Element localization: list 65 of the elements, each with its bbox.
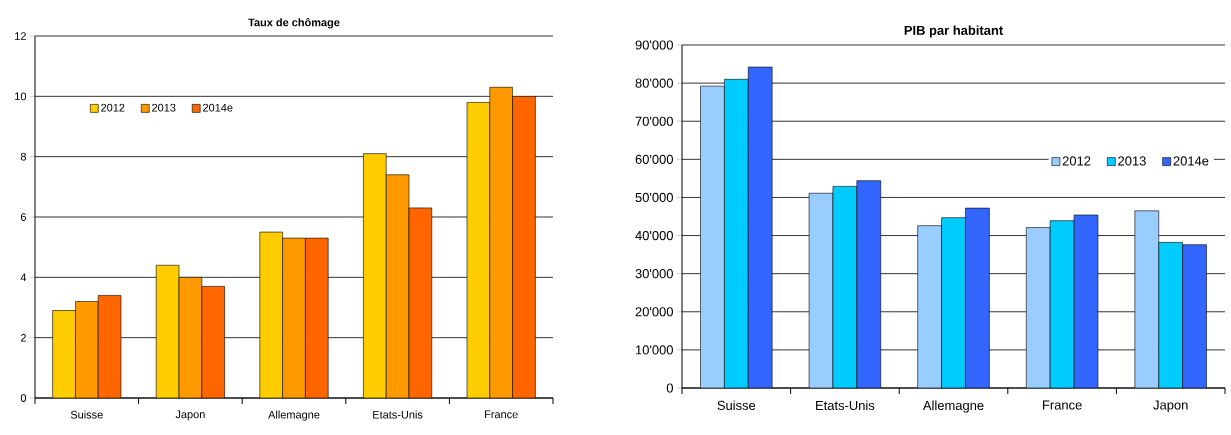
bar — [408, 207, 433, 398]
bar — [917, 225, 942, 388]
chart-title: PIB par habitant — [904, 25, 1003, 38]
bar — [1158, 242, 1183, 388]
bar — [724, 79, 749, 388]
y-tick-label: 8 — [20, 152, 26, 161]
x-tick-label: Suisse — [717, 400, 756, 411]
legend-label: 2012 — [101, 103, 125, 112]
bar — [1182, 244, 1207, 388]
bar — [512, 96, 536, 398]
legend-label: 2014e — [1173, 156, 1209, 166]
y-tick-label: 12 — [15, 32, 26, 40]
bar — [97, 295, 122, 398]
x-tick-label: France — [1043, 400, 1082, 410]
bar — [941, 217, 966, 388]
bar — [747, 66, 773, 388]
bar — [155, 264, 180, 398]
chart-title: Taux de chômage — [248, 18, 340, 29]
y-tick-label: 10'000 — [635, 345, 673, 355]
y-tick-label: 30'000 — [635, 269, 673, 279]
y-tick-label: 60'000 — [635, 154, 673, 164]
bar — [385, 174, 410, 398]
x-tick-label: Allemagne — [268, 410, 320, 421]
bar — [856, 180, 881, 388]
bar — [1073, 214, 1099, 388]
y-tick-label: 4 — [20, 273, 27, 282]
legend-label: 2013 — [152, 103, 176, 112]
bar — [466, 102, 491, 398]
x-tick-label: Japon — [1153, 400, 1188, 413]
bar — [700, 85, 725, 388]
bar — [259, 232, 283, 398]
legend-label: 2013 — [1118, 156, 1146, 166]
bar — [52, 310, 76, 398]
bar — [178, 277, 203, 398]
bar — [363, 153, 387, 398]
legend-label: 2012 — [1062, 156, 1091, 166]
bar — [965, 207, 990, 388]
bar — [305, 238, 329, 398]
bar — [489, 86, 513, 398]
bar — [1025, 227, 1051, 388]
y-tick-label: 6 — [20, 213, 26, 221]
y-tick-label: 90'000 — [635, 40, 673, 50]
x-tick-label: Etats-Unis — [816, 400, 875, 411]
bar — [832, 186, 857, 388]
bar — [809, 193, 833, 388]
x-tick-label: Allemagne — [922, 400, 984, 413]
y-tick-label: 0 — [20, 394, 27, 402]
y-tick-label: 50'000 — [635, 192, 673, 203]
bar — [75, 301, 99, 398]
y-tick-label: 80'000 — [635, 78, 673, 88]
x-tick-label: Japon — [175, 410, 205, 421]
bar — [282, 238, 306, 398]
legend-label: 2014e — [203, 103, 233, 112]
y-tick-label: 20'000 — [635, 307, 673, 317]
y-tick-label: 40'000 — [635, 230, 673, 241]
y-tick-label: 2 — [20, 333, 26, 342]
bar — [1049, 220, 1075, 388]
bar — [1134, 210, 1160, 388]
x-tick-label: Etats-Unis — [373, 410, 423, 419]
x-tick-label: France — [485, 410, 518, 419]
y-tick-label: 70'000 — [635, 116, 673, 126]
y-tick-label: 0 — [666, 383, 673, 393]
x-tick-label: Suisse — [70, 410, 103, 419]
y-tick-label: 10 — [15, 92, 27, 101]
bar — [201, 286, 225, 398]
